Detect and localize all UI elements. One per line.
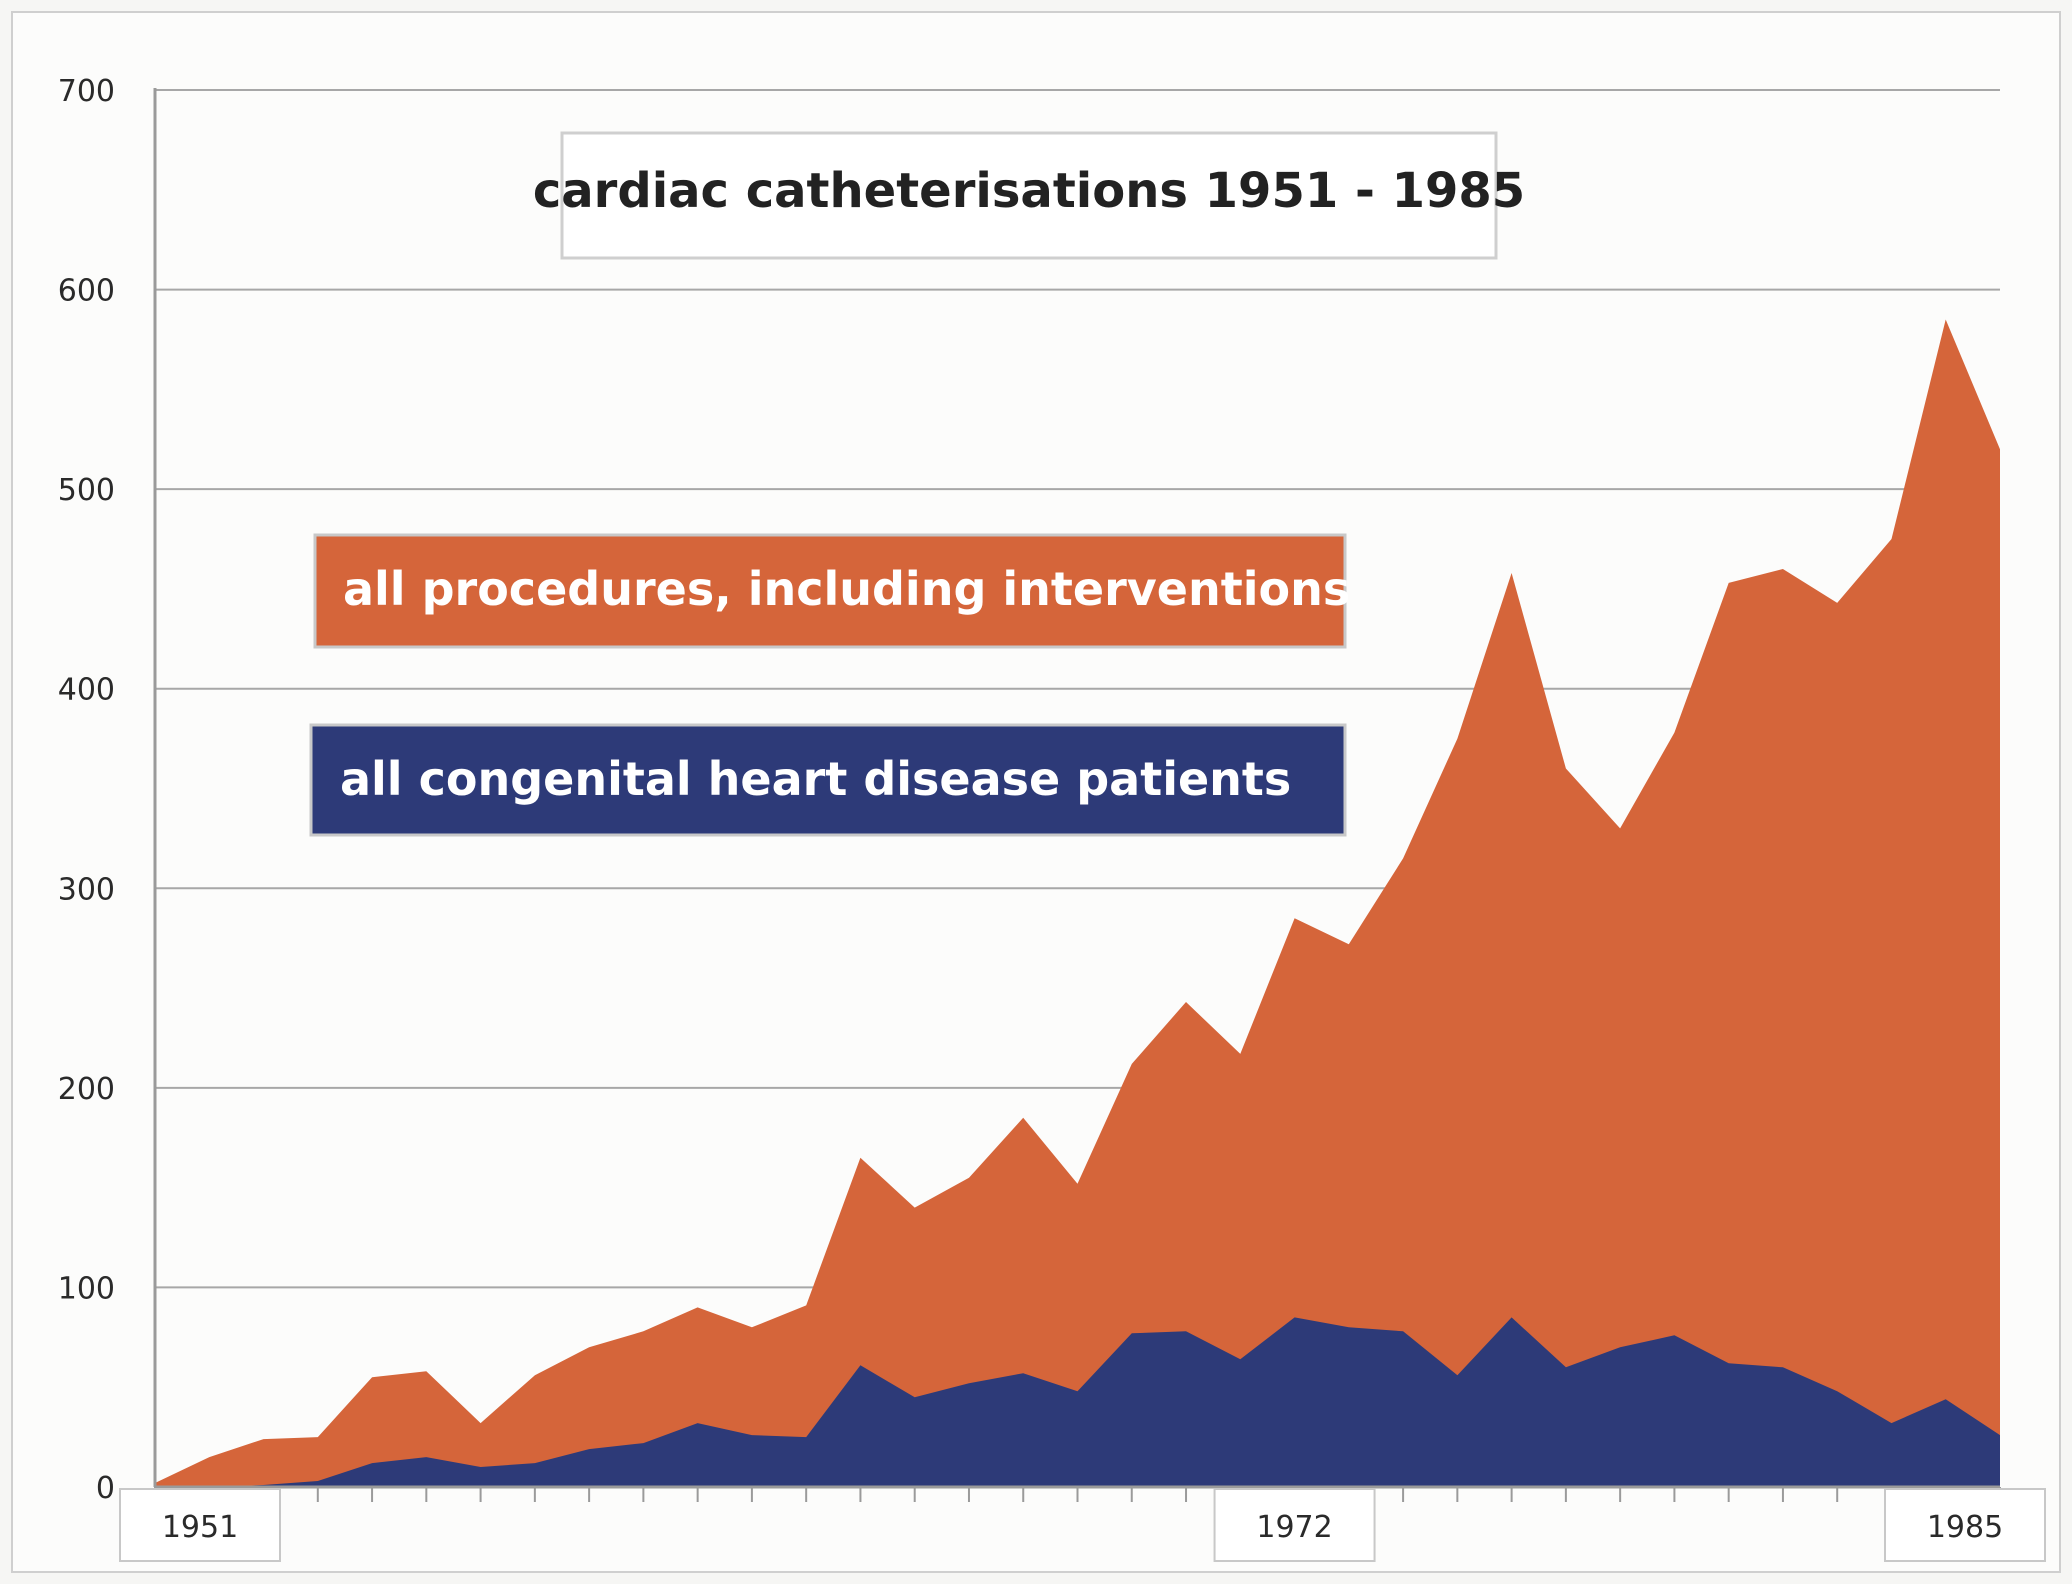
area-congenital-patients — [155, 1317, 2000, 1487]
legend-label-congenital-patients: all congenital heart disease patients — [340, 752, 1291, 806]
x-tick-label-box-1985: 1985 — [1884, 1488, 2046, 1562]
x-tick-label-box-1951: 1951 — [119, 1488, 281, 1562]
x-tick-label-1972: 1972 — [1256, 1510, 1332, 1545]
y-tick-label-0: 0 — [96, 1471, 115, 1506]
chart-title-box: cardiac catheterisations 1951 - 1985 — [533, 131, 1525, 260]
y-tick-label-300: 300 — [58, 872, 115, 907]
x-tick-label-frame-1951 — [119, 1488, 281, 1562]
legend-label-all-procedures: all procedures, including interventions — [343, 562, 1350, 616]
gridlines: 0 100 200 300 400 500 600 700 — [58, 74, 2000, 1506]
y-tick-label-100: 100 — [58, 1271, 115, 1306]
chart-title-frame — [560, 131, 1498, 260]
legend-swatch-congenital-patients — [309, 723, 1347, 837]
x-tick-label-frame-1985 — [1884, 1488, 2046, 1562]
y-tick-label-500: 500 — [58, 473, 115, 508]
x-tick-label-frame-1972 — [1213, 1488, 1376, 1562]
y-tick-label-700: 700 — [58, 74, 115, 109]
area-all-procedures — [155, 319, 2000, 1487]
chart-title: cardiac catheterisations 1951 - 1985 — [533, 163, 1525, 219]
legend-swatch-all-procedures — [313, 533, 1347, 649]
x-tick-label-1985: 1985 — [1927, 1510, 2003, 1545]
y-tick-label-400: 400 — [58, 673, 115, 708]
y-tick-label-200: 200 — [58, 1072, 115, 1107]
y-tick-label-600: 600 — [58, 274, 115, 309]
x-tick-label-1951: 1951 — [162, 1510, 238, 1545]
area-series-group — [155, 319, 2000, 1487]
legend: all procedures, including interventions … — [309, 533, 1350, 837]
axes: 1951 1972 1985 — [119, 88, 2046, 1562]
x-tick-label-box-1972: 1972 — [1213, 1488, 1376, 1562]
